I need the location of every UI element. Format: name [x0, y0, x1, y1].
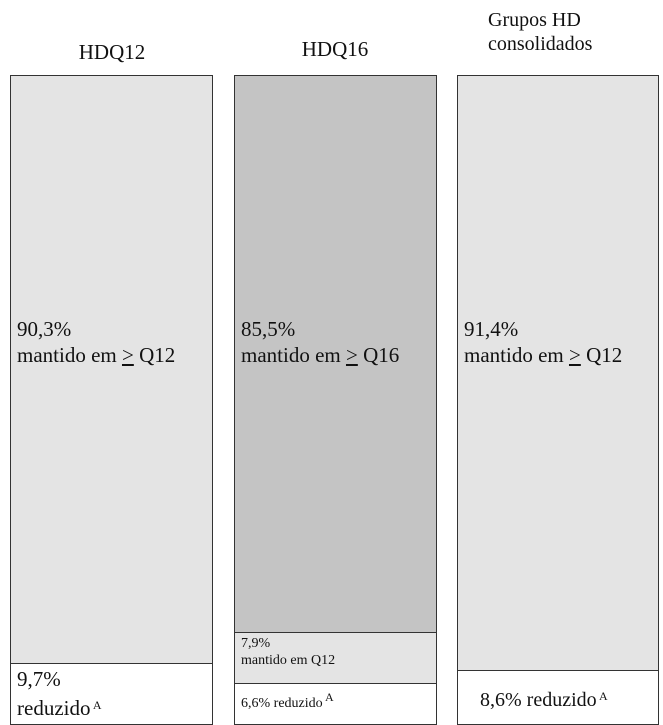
footnote-marker: A	[596, 689, 608, 703]
bar-hdq16: 85,5% mantido em > Q16 7,9% mantido em Q12 6…	[234, 75, 437, 725]
segment-value: 8,6% reduzido A	[480, 689, 608, 711]
bar-segment: 8,6% reduzido A	[458, 670, 658, 724]
segment-value: 91,4%	[464, 317, 519, 341]
bar-consolidated: 91,4% mantido em > Q12 8,6% reduzido A	[457, 75, 659, 725]
footnote-marker: A	[322, 690, 334, 704]
segment-label: 91,4% mantido em > Q12	[464, 316, 622, 368]
geq-symbol: >	[568, 343, 581, 367]
segment-caption: mantido em > Q12	[17, 343, 176, 367]
segment-value: 9,7%	[17, 667, 61, 691]
footnote-marker: A	[90, 698, 102, 712]
bar-segment: 90,3% mantido em > Q12	[11, 76, 212, 663]
column-header-hdq12: HDQ12	[78, 40, 146, 64]
segment-label: 85,5% mantido em > Q16	[241, 316, 399, 368]
column-header-hdq16: HDQ16	[301, 37, 369, 61]
column-header-line: consolidados	[488, 33, 593, 55]
segment-label: 8,6% reduzido A	[480, 683, 608, 713]
column-header-consolidated: Grupos HD consolidados	[488, 8, 658, 56]
segment-value: 7,9%	[241, 636, 271, 651]
bar-segment: 6,6% reduzido A	[235, 683, 436, 724]
bar-segment: 9,7% reduzido A	[11, 663, 212, 724]
segment-caption: mantido em > Q12	[464, 343, 623, 367]
segment-caption: reduzido A	[17, 696, 102, 720]
bar-hdq12: 90,3% mantido em > Q12 9,7% reduzido A	[10, 75, 213, 725]
geq-symbol: >	[121, 343, 134, 367]
bar-segment: 85,5% mantido em > Q16	[235, 76, 436, 632]
column-header-line: Grupos HD	[488, 9, 581, 31]
segment-caption: mantido em > Q16	[241, 343, 400, 367]
bar-segment: 91,4% mantido em > Q12	[458, 76, 658, 670]
segment-caption: mantido em Q12	[241, 653, 336, 668]
segment-label: 7,9% mantido em Q12	[241, 635, 335, 669]
segment-value: 90,3%	[17, 317, 72, 341]
segment-label: 90,3% mantido em > Q12	[17, 316, 175, 368]
segment-label: 9,7% reduzido A	[17, 666, 102, 721]
bar-segment: 7,9% mantido em Q12	[235, 632, 436, 683]
segment-value: 85,5%	[241, 317, 296, 341]
geq-symbol: >	[345, 343, 358, 367]
segment-value: 6,6% reduzido A	[241, 690, 334, 711]
segment-label: 6,6% reduzido A	[241, 689, 334, 712]
